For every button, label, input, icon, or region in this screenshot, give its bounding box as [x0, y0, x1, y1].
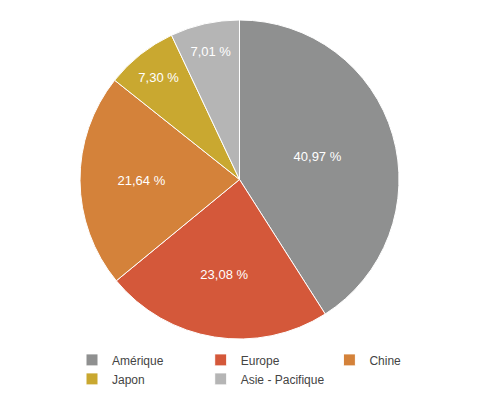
svg-text:Japon: Japon [112, 373, 145, 387]
svg-text:21,64 %: 21,64 % [117, 173, 165, 188]
svg-text:7,30 %: 7,30 % [138, 70, 179, 85]
svg-text:Europe: Europe [241, 354, 280, 368]
svg-text:Chine: Chine [369, 354, 401, 368]
svg-text:Amérique: Amérique [112, 354, 164, 368]
svg-text:40,97 %: 40,97 % [294, 149, 342, 164]
svg-text:23,08 %: 23,08 % [200, 267, 248, 282]
svg-text:7,01 %: 7,01 % [190, 44, 231, 59]
svg-text:Asie - Pacifique: Asie - Pacifique [241, 373, 325, 387]
